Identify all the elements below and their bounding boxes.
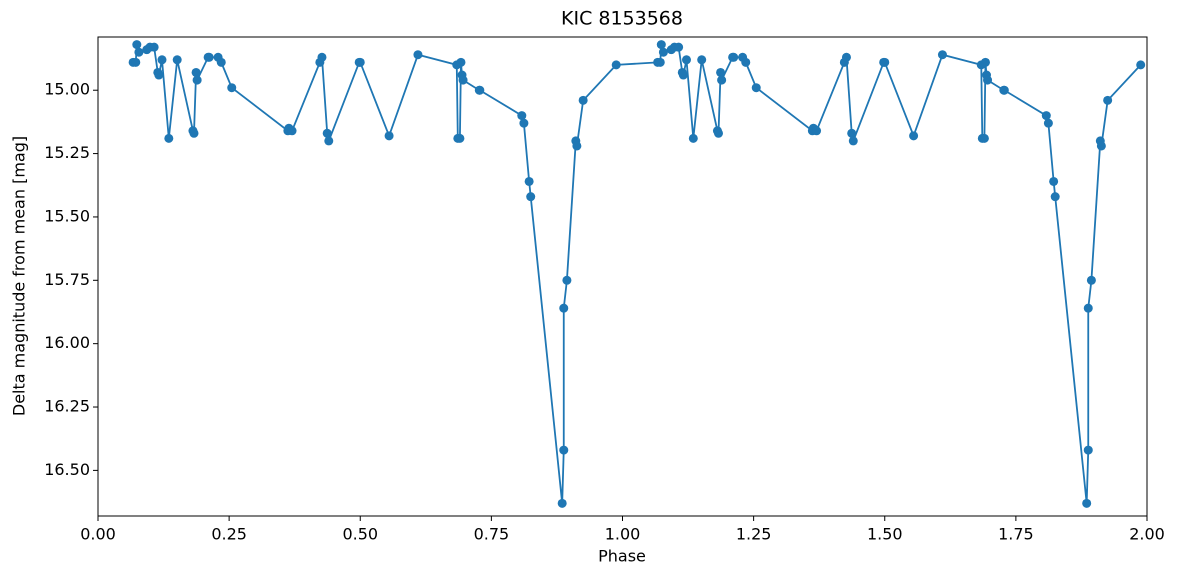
data-point [678, 70, 688, 80]
data-point [812, 126, 822, 136]
data-point [674, 42, 684, 52]
data-point [1082, 498, 1092, 508]
data-point [611, 60, 621, 70]
x-tick-label: 0.75 [474, 525, 510, 544]
data-point [717, 75, 727, 85]
data-point [519, 118, 529, 128]
data-point [572, 141, 582, 151]
data-point [979, 133, 989, 143]
data-point [656, 40, 666, 50]
data-point [455, 133, 465, 143]
x-tick-label: 1.50 [867, 525, 903, 544]
data-point [322, 128, 332, 138]
data-point [658, 47, 668, 57]
data-point [384, 131, 394, 141]
data-point [355, 57, 365, 67]
x-tick-label: 2.00 [1129, 525, 1165, 544]
data-point [1103, 95, 1113, 105]
data-point [134, 47, 144, 57]
data-point [216, 57, 226, 67]
x-tick-label: 0.50 [342, 525, 378, 544]
data-point [172, 55, 182, 65]
data-point [192, 75, 202, 85]
data-point [517, 111, 527, 121]
data-point [456, 57, 466, 67]
data-line [133, 44, 1142, 504]
x-tick-label: 1.75 [998, 525, 1034, 544]
data-point [578, 95, 588, 105]
y-tick-label: 16.50 [44, 460, 90, 479]
y-tick-label: 15.75 [44, 270, 90, 289]
data-point [848, 136, 858, 146]
data-point [157, 55, 167, 65]
data-point [655, 57, 665, 67]
data-point [1043, 118, 1053, 128]
data-point [324, 136, 334, 146]
x-tick-label: 1.25 [736, 525, 772, 544]
data-point [1041, 111, 1051, 121]
data-point [287, 126, 297, 136]
data-point [559, 303, 569, 313]
data-point [937, 50, 947, 60]
data-point [983, 75, 993, 85]
data-point [164, 133, 174, 143]
data-point [716, 67, 726, 77]
data-point [524, 176, 534, 186]
y-tick-label: 16.25 [44, 397, 90, 416]
y-axis-label: Delta magnitude from mean [mag] [10, 136, 29, 416]
data-point [475, 85, 485, 95]
data-point [1096, 141, 1106, 151]
data-point [317, 52, 327, 62]
y-tick-label: 15.50 [44, 206, 90, 225]
x-tick-label: 1.00 [605, 525, 641, 544]
data-point [1049, 176, 1059, 186]
plot-frame [97, 36, 1148, 517]
x-tick-label: 0.00 [80, 525, 116, 544]
data-point [1083, 303, 1093, 313]
data-point [741, 57, 751, 67]
data-point [729, 52, 739, 62]
data-point [847, 128, 857, 138]
data-point [1086, 275, 1096, 285]
data-point [204, 52, 214, 62]
data-point [1050, 192, 1060, 202]
data-point [1083, 445, 1093, 455]
data-point [681, 55, 691, 65]
data-point [413, 50, 423, 60]
data-point [999, 85, 1009, 95]
data-point [227, 83, 237, 93]
data-point [131, 57, 141, 67]
y-tick-label: 15.00 [44, 80, 90, 99]
data-point [880, 57, 890, 67]
data-point [154, 70, 164, 80]
y-tick-label: 16.00 [44, 333, 90, 352]
data-point [559, 445, 569, 455]
data-point [562, 275, 572, 285]
data-point [688, 133, 698, 143]
data-point [909, 131, 919, 141]
y-tick-label: 15.25 [44, 143, 90, 162]
data-point [189, 128, 199, 138]
data-point [191, 67, 201, 77]
data-point [557, 498, 567, 508]
x-axis-label: Phase [598, 547, 646, 566]
chart-title: KIC 8153568 [561, 8, 683, 30]
data-point [132, 40, 142, 50]
data-point [149, 42, 159, 52]
x-tick-label: 0.25 [211, 525, 247, 544]
data-point [980, 57, 990, 67]
data-point [697, 55, 707, 65]
data-point [713, 128, 723, 138]
data-point [1136, 60, 1146, 70]
data-point [458, 75, 468, 85]
data-point [841, 52, 851, 62]
data-point [751, 83, 761, 93]
data-point [526, 192, 536, 202]
